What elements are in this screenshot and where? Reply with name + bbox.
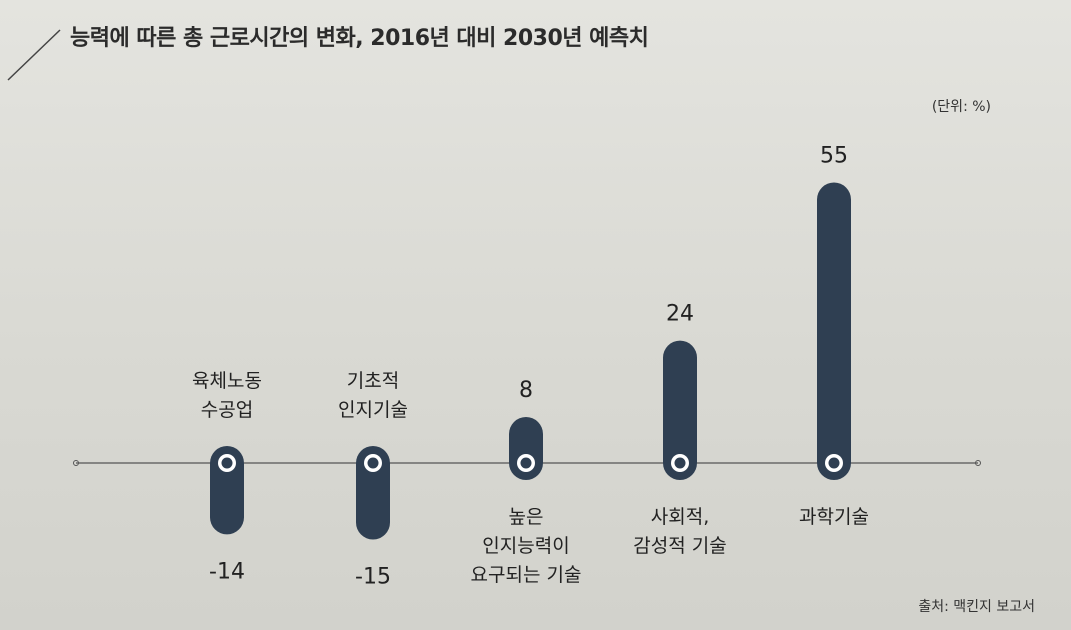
category-label-3-line-3: 요구되는 기술: [471, 564, 582, 586]
axis-end-marker: [975, 460, 981, 466]
value-label-4: 24: [666, 302, 694, 327]
unit-label: (단위: %): [931, 99, 991, 115]
category-label-1-line-1: 육체노동: [192, 370, 262, 392]
bar-2: [356, 446, 390, 540]
axis-start-marker: [73, 460, 79, 466]
bar-1: [210, 446, 244, 535]
category-label-2-line-1: 기초적: [347, 370, 399, 392]
category-label-3-line-1: 높은: [509, 506, 544, 528]
title-slash-decoration: [7, 29, 61, 81]
category-label-2-line-2: 인지기술: [338, 399, 408, 421]
bar-4: [663, 340, 697, 480]
bar-3-ring-core: [520, 457, 532, 469]
category-label-4-line-1: 사회적,: [651, 506, 709, 528]
bar-2-ring-core: [367, 457, 379, 469]
value-label-3: 8: [519, 378, 533, 403]
bar-1-ring-core: [221, 457, 233, 469]
source-label: 출처: 맥킨지 보고서: [918, 599, 1035, 615]
bar-5: [817, 182, 851, 480]
value-label-2: -15: [355, 565, 391, 590]
bar-4-ring-core: [674, 457, 686, 469]
category-label-5-line-1: 과학기술: [799, 506, 869, 528]
category-label-4-line-2: 감성적 기술: [633, 535, 726, 557]
value-label-5: 55: [820, 144, 848, 169]
category-label-1-line-2: 수공업: [201, 399, 253, 421]
value-label-1: -14: [209, 559, 245, 584]
bar-5-ring-core: [828, 457, 840, 469]
chart-title: 능력에 따른 총 근로시간의 변화, 2016년 대비 2030년 예측치: [70, 26, 649, 51]
category-label-3-line-2: 인지능력이: [482, 535, 569, 557]
